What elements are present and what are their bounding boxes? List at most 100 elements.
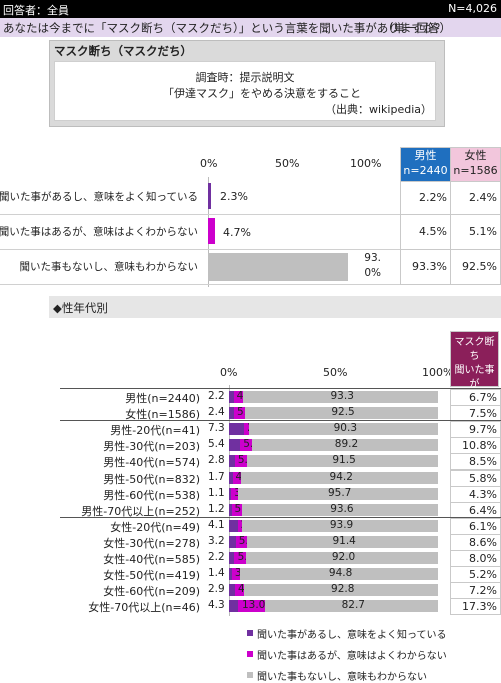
legend-swatch xyxy=(247,672,253,678)
sample-size: N=4,026 xyxy=(448,2,497,15)
definition-source: （出典：wikipedia） xyxy=(325,103,433,116)
overall-tick-50: 50% xyxy=(275,157,300,170)
bar-segment xyxy=(229,519,238,532)
value-label: 89.2 xyxy=(334,438,359,451)
overall-bar xyxy=(208,218,216,244)
value-label: 2.4 xyxy=(208,406,225,419)
overall-row-label: 聞いた事があるし、意味をよく知っている xyxy=(0,191,198,203)
awareness-rate-cell: 8.6% xyxy=(450,533,501,551)
value-label: 93.3 xyxy=(330,390,354,402)
awareness-rate-cell: 7.5% xyxy=(450,405,501,423)
category-label: 女性-50代(n=419) xyxy=(103,569,200,583)
overall-row-divider xyxy=(0,249,501,250)
definition-label: 調査時：提示説明文 xyxy=(195,71,295,84)
category-label: 男性-50代(n=832) xyxy=(103,472,200,486)
awareness-rate-cell: 7.2% xyxy=(450,582,501,600)
overall-value-label: 2.3% xyxy=(220,190,248,203)
group-tick-50: 50% xyxy=(323,366,348,379)
category-label: 女性-40代(n=585) xyxy=(103,553,200,566)
bar-segment xyxy=(231,568,240,581)
bar-segment xyxy=(229,391,234,404)
bar-segment xyxy=(233,552,246,565)
category-label: 女性-60代(n=209) xyxy=(103,585,200,599)
header-bar: 回答者：全員 N=4,026 xyxy=(0,0,501,18)
bar-segment xyxy=(229,552,234,565)
overall-row-label: 聞いた事はあるが、意味はよくわからない xyxy=(0,226,198,238)
bar-segment xyxy=(234,455,247,468)
awareness-rate-cell: 9.7% xyxy=(450,421,501,439)
bar-segment xyxy=(237,519,242,532)
bar-segment xyxy=(229,471,233,484)
bar-segment xyxy=(229,568,232,581)
category-label: 女性(n=1586) xyxy=(125,408,200,422)
awareness-rate-cell: 4.3% xyxy=(450,485,501,503)
bar-segment xyxy=(229,423,245,436)
overall-bar xyxy=(208,183,212,209)
awareness-rate-cell: 6.1% xyxy=(450,517,501,535)
bar-segment xyxy=(229,600,238,613)
group-tick-0: 0% xyxy=(220,366,238,379)
value-label: 2.2 xyxy=(208,551,225,563)
bar-segment xyxy=(246,535,438,548)
awareness-rate-cell: 8.0% xyxy=(450,550,501,568)
category-label: 女性-30代(n=278) xyxy=(103,536,200,550)
bar-segment xyxy=(244,407,438,420)
value-label: 2.2 xyxy=(208,390,225,402)
value-label: 1.2 xyxy=(208,502,225,515)
group-tick-100: 100% xyxy=(422,366,454,379)
bar-segment xyxy=(229,487,232,500)
bar-segment xyxy=(229,439,241,452)
bar-segment xyxy=(231,503,243,516)
value-label: 2.9 xyxy=(208,583,225,596)
definition-title: マスク断ち（マスクだち） xyxy=(54,44,192,58)
male-header-n: n=2440 xyxy=(403,164,448,177)
female-header-n: n=1586 xyxy=(453,164,498,177)
value-label: 3.2 xyxy=(208,534,225,547)
value-label: 95.7 xyxy=(327,486,352,499)
bar-segment xyxy=(241,471,438,484)
bar-segment xyxy=(234,407,245,420)
awareness-rate-cell: 8.5% xyxy=(450,453,501,471)
value-label: 82.7 xyxy=(341,599,365,612)
question-type: （単一回答） xyxy=(382,21,451,35)
value-label: 5.4 xyxy=(208,438,225,451)
group-divider xyxy=(60,516,501,518)
male-header-label: 男性 xyxy=(414,149,437,162)
legend-label: 聞いた事はあるが、意味はよくわからない xyxy=(257,651,447,662)
awareness-header-line: 聞いた事が xyxy=(454,365,495,390)
bar-segment xyxy=(229,503,232,516)
awareness-rate-cell: 5.2% xyxy=(450,566,501,584)
bar-segment xyxy=(244,584,438,597)
overall-tick-100: 100% xyxy=(350,157,382,170)
bar-segment xyxy=(231,487,238,500)
bar-segment xyxy=(235,584,245,597)
definition-panel: 調査時：提示説明文 「伊達マスク」をやめる決意をすること （出典：wikiped… xyxy=(54,61,436,121)
bar-segment xyxy=(241,519,438,532)
bar-segment xyxy=(229,455,235,468)
category-label: 男性-70代以上(n=252) xyxy=(81,504,200,518)
value-label: 92.8 xyxy=(331,583,355,596)
bar-segment xyxy=(242,503,438,516)
bar-segment xyxy=(229,584,236,597)
category-label: 女性-20代(n=49) xyxy=(110,520,200,534)
value-label: 93.6 xyxy=(330,502,354,515)
legend-label: 聞いた事もないし、意味もわからない xyxy=(257,672,427,683)
awareness-header-line: マスク断ち xyxy=(454,337,495,362)
awareness-rate-cell: 6.7% xyxy=(450,389,501,407)
group-axis xyxy=(229,385,230,617)
question-text: あなたは今までに「マスク断ち（マスクだち）」という言葉を聞いた事がありますか？ xyxy=(3,21,446,35)
value-label: 4.3 xyxy=(208,599,225,612)
category-label: 男性-30代(n=203) xyxy=(103,440,200,454)
value-label: 4.1 xyxy=(208,518,225,531)
value-label: 91.4 xyxy=(332,534,356,547)
category-label: 女性-70代以上(n=46) xyxy=(88,601,200,615)
overall-value-label: 93.0% xyxy=(364,252,381,279)
awareness-rate-cell: 10.8% xyxy=(450,437,501,455)
bar-segment xyxy=(239,568,438,581)
value-label: 7.3 xyxy=(208,422,225,435)
category-label: 男性-60代(n=538) xyxy=(103,488,200,502)
value-label: 13.0 xyxy=(241,599,266,612)
overall-tick-0: 0% xyxy=(200,157,218,170)
bar-segment xyxy=(232,471,242,484)
